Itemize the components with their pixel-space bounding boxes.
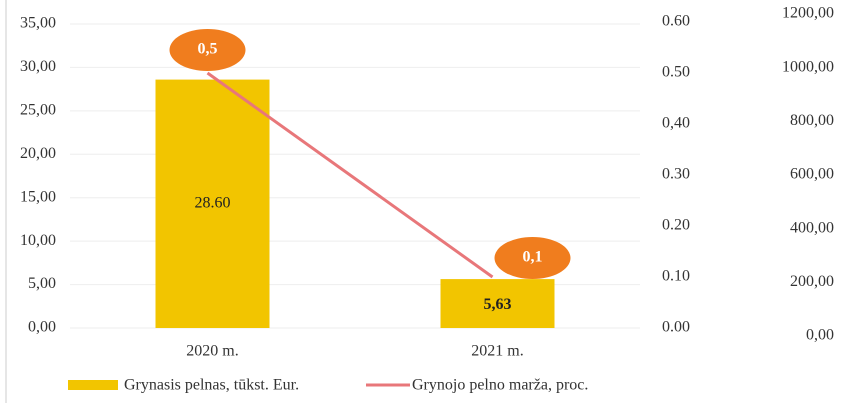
y-tick-label: 35,00 <box>20 15 56 32</box>
line-value-label: 0,5 <box>198 41 218 58</box>
y3-tick-label: 800,00 <box>790 112 834 129</box>
legend-label: Grynojo pelno marža, proc. <box>412 377 588 394</box>
line <box>206 71 494 279</box>
y-tick-label: 15,00 <box>20 188 56 205</box>
y-tick-label: 10,00 <box>20 232 56 249</box>
y3-tick-label: 600,00 <box>790 166 834 183</box>
bar <box>440 279 555 328</box>
line-label-bubble <box>169 29 246 71</box>
y3-tick-label: 0,00 <box>806 327 834 344</box>
y-tick-label: 30,00 <box>20 58 56 75</box>
y3-tick-label: 200,00 <box>790 273 834 290</box>
x-tick-label: 2020 m. <box>186 343 238 360</box>
y-tick-label: 20,00 <box>20 145 56 162</box>
y3-tick-label: 1200,00 <box>782 5 834 22</box>
legend-swatch <box>68 380 118 390</box>
y3-tick-label: 400,00 <box>790 219 834 236</box>
line-value-label: 0,1 <box>523 249 543 266</box>
y-tick-label: 25,00 <box>20 102 56 119</box>
y2-tick-label: 0.50 <box>662 64 690 81</box>
y-tick-label: 0,00 <box>28 319 56 336</box>
line-label-bubble <box>494 237 571 279</box>
y2-tick-label: 0.20 <box>662 217 690 234</box>
bar-value-label: 28.60 <box>195 194 231 211</box>
y2-tick-label: 0.00 <box>662 319 690 336</box>
bar <box>155 79 270 329</box>
y-tick-label: 5,00 <box>28 275 56 292</box>
x-tick-label: 2021 m. <box>471 343 523 360</box>
y2-tick-label: 0,40 <box>662 115 690 132</box>
y3-tick-label: 1000,00 <box>782 58 834 75</box>
legend-label: Grynasis pelnas, tūkst. Eur. <box>124 377 299 394</box>
y2-tick-label: 0.60 <box>662 13 690 30</box>
y2-tick-label: 0.30 <box>662 166 690 183</box>
y2-tick-label: 0.10 <box>662 268 690 285</box>
bar-value-label: 5,63 <box>484 296 512 313</box>
